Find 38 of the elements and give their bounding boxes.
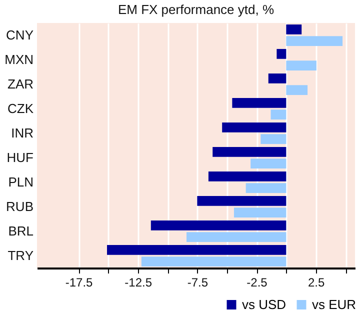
y-tick-label: BRL: [8, 223, 34, 238]
bar: [250, 158, 286, 169]
y-tick-label: CZK: [8, 100, 34, 116]
y-tick-label: MXN: [4, 52, 34, 67]
bar: [186, 232, 286, 242]
bar: [197, 196, 286, 206]
y-tick-label: ZAR: [8, 76, 34, 92]
bar: [107, 244, 286, 255]
bar: [141, 256, 286, 267]
y-tick-label: INR: [11, 125, 34, 140]
x-tick-label: -17.5: [65, 276, 94, 290]
x-tick-label: -2.5: [246, 276, 268, 290]
bar: [208, 171, 286, 182]
legend-label: vs EUR: [312, 296, 356, 312]
bar: [150, 220, 286, 230]
bar: [222, 122, 286, 132]
x-tick-label: 2.5: [308, 276, 326, 290]
bar: [234, 208, 286, 218]
chart-title: EM FX performance ytd, %: [118, 2, 274, 17]
bar: [286, 85, 308, 96]
y-tick-label: RUB: [6, 198, 34, 214]
bar: [246, 183, 286, 194]
x-tick-label: -7.5: [187, 276, 208, 290]
y-tick-label: TRY: [8, 248, 34, 263]
y-tick-label: CNY: [6, 27, 34, 42]
bar: [212, 146, 286, 157]
x-tick-label: -12.5: [124, 276, 152, 290]
bar: [286, 24, 302, 34]
bar: [286, 36, 343, 46]
bar: [286, 60, 316, 71]
bar: [268, 73, 286, 84]
bar: [276, 48, 286, 59]
bar: [270, 110, 286, 120]
bar: [260, 134, 286, 144]
y-tick-label: PLN: [8, 174, 34, 190]
bar: [232, 98, 286, 108]
y-tick-label: HUF: [6, 150, 34, 165]
legend-label: vs USD: [242, 296, 286, 312]
